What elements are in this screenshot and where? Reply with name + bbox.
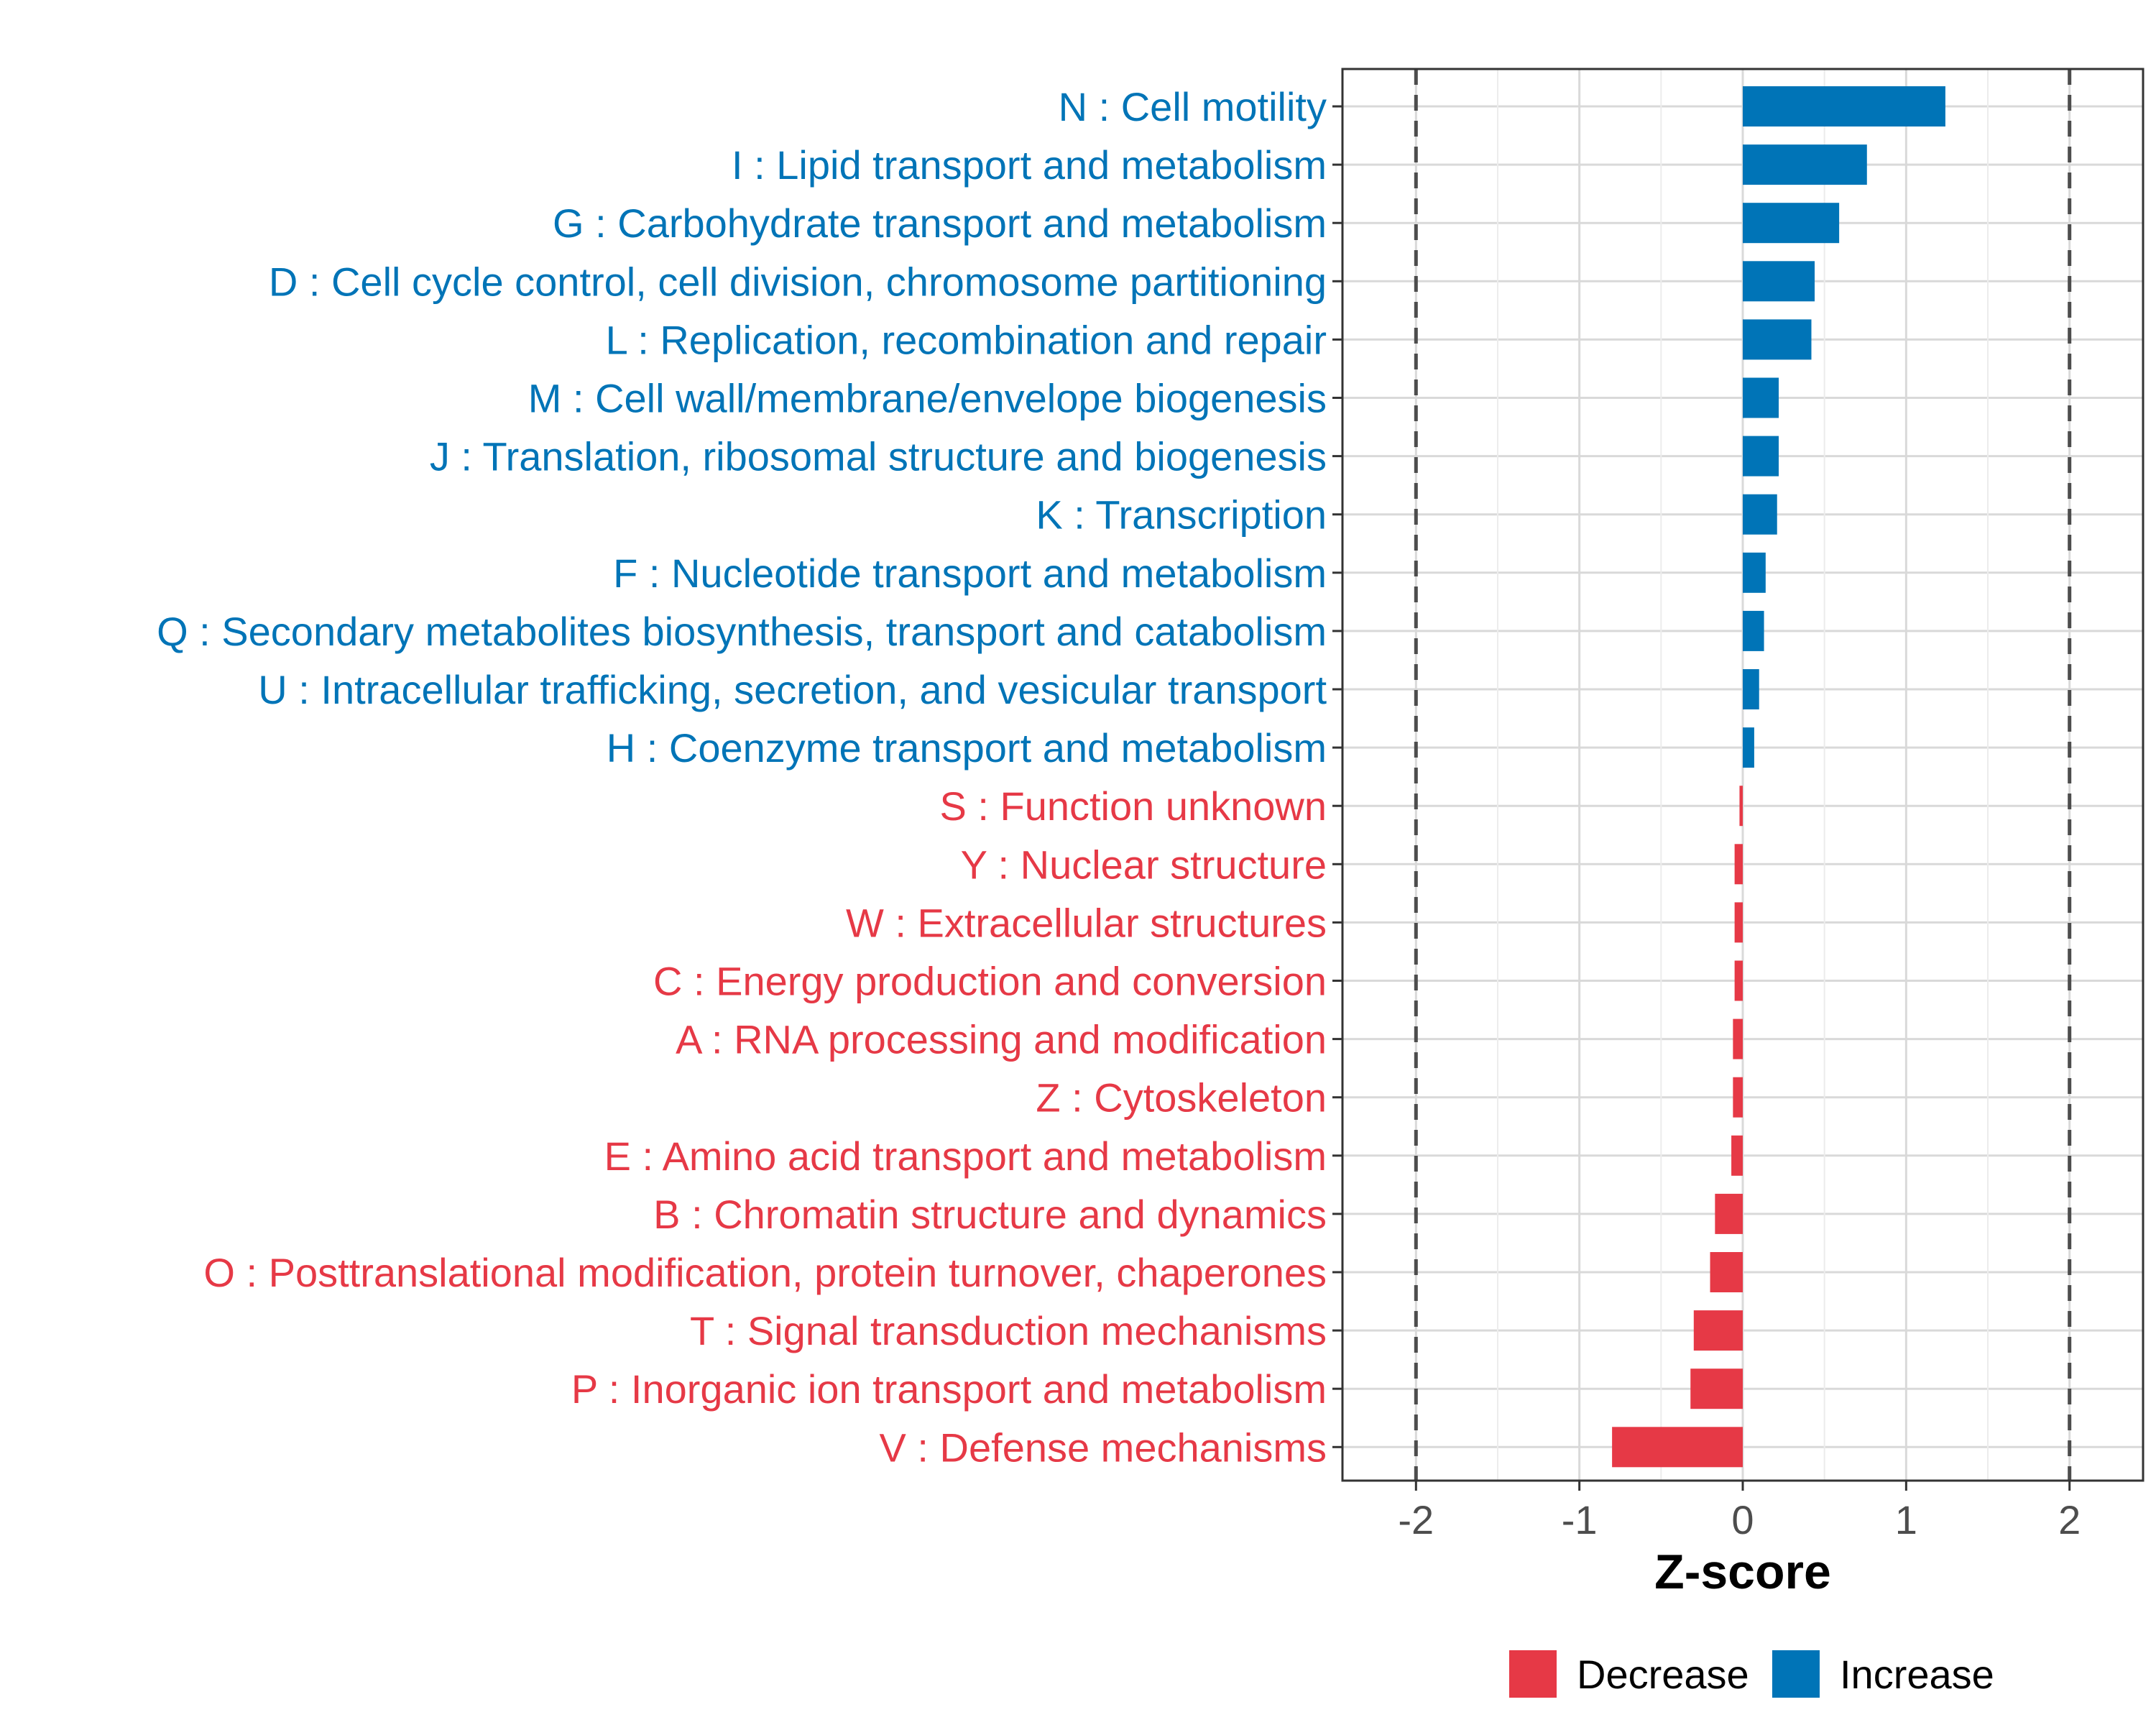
bar: [1743, 727, 1754, 768]
category-label: N : Cell motility: [1059, 84, 1327, 129]
bar: [1612, 1427, 1743, 1468]
bar: [1743, 610, 1764, 651]
category-label: U : Intracellular trafficking, secretion…: [258, 667, 1327, 712]
x-axis-ticks: -2 -1 0 1 2: [1398, 1481, 2081, 1542]
bar: [1690, 1368, 1743, 1409]
x-tick-label: 1: [1895, 1497, 1917, 1542]
legend: Decrease Increase: [1509, 1650, 1994, 1698]
legend-label-increase: Increase: [1840, 1652, 1994, 1697]
bar: [1743, 261, 1815, 302]
category-label: T : Signal transduction mechanisms: [690, 1308, 1327, 1353]
bar: [1693, 1310, 1743, 1351]
category-labels: N : Cell motility I : Lipid transport and…: [157, 84, 1327, 1470]
bar: [1739, 786, 1743, 827]
bar: [1734, 902, 1743, 943]
category-label: L : Replication, recombination and repai…: [606, 317, 1327, 362]
bar: [1734, 844, 1743, 885]
x-axis-title: Z-score: [1654, 1545, 1831, 1599]
category-label: J : Translation, ribosomal structure and…: [430, 434, 1327, 479]
x-tick-label: 0: [1731, 1497, 1754, 1542]
y-axis-ticks: [1332, 105, 1342, 1448]
legend-swatch-decrease: [1509, 1650, 1557, 1698]
bar: [1743, 436, 1779, 477]
bar: [1734, 960, 1743, 1001]
category-label: V : Defense mechanisms: [880, 1425, 1327, 1470]
bar: [1743, 494, 1777, 535]
x-tick-label: 2: [2058, 1497, 2081, 1542]
category-label: F : Nucleotide transport and metabolism: [613, 551, 1327, 596]
category-label: K : Transcription: [1036, 492, 1327, 538]
bar: [1715, 1193, 1743, 1234]
x-tick-label: -1: [1562, 1497, 1598, 1542]
reference-lines: [1414, 69, 2072, 1481]
category-label: E : Amino acid transport and metabolism: [604, 1133, 1327, 1179]
bar: [1743, 669, 1759, 709]
category-label: I : Lipid transport and metabolism: [732, 142, 1327, 188]
category-label: M : Cell wall/membrane/envelope biogenes…: [528, 376, 1327, 421]
x-tick-label: -2: [1398, 1497, 1434, 1542]
bar: [1743, 86, 1945, 126]
bars: [1612, 86, 1945, 1468]
bar: [1743, 552, 1766, 593]
bar: [1743, 319, 1812, 360]
category-label: A : RNA processing and modification: [676, 1017, 1327, 1062]
category-label: Y : Nuclear structure: [961, 842, 1327, 887]
bar: [1733, 1077, 1743, 1118]
category-label: W : Extracellular structures: [846, 900, 1327, 945]
category-label: G : Carbohydrate transport and metabolis…: [553, 201, 1327, 246]
legend-label-decrease: Decrease: [1577, 1652, 1749, 1697]
category-label: S : Function unknown: [939, 783, 1327, 829]
category-label: Q : Secondary metabolites biosynthesis, …: [157, 609, 1327, 654]
category-label: Z : Cytoskeleton: [1036, 1075, 1327, 1121]
category-label: B : Chromatin structure and dynamics: [653, 1192, 1327, 1237]
category-label: H : Coenzyme transport and metabolism: [607, 725, 1327, 770]
bar: [1733, 1018, 1743, 1059]
category-label: P : Inorganic ion transport and metaboli…: [571, 1366, 1327, 1412]
category-label: C : Energy production and conversion: [653, 959, 1327, 1004]
bar: [1731, 1135, 1743, 1176]
bar: [1743, 377, 1779, 418]
legend-swatch-increase: [1772, 1650, 1820, 1698]
category-label: D : Cell cycle control, cell division, c…: [269, 259, 1327, 304]
category-label: O : Posttranslational modification, prot…: [203, 1250, 1327, 1295]
bar: [1710, 1252, 1743, 1292]
bar: [1743, 144, 1867, 185]
bar: [1743, 203, 1840, 244]
